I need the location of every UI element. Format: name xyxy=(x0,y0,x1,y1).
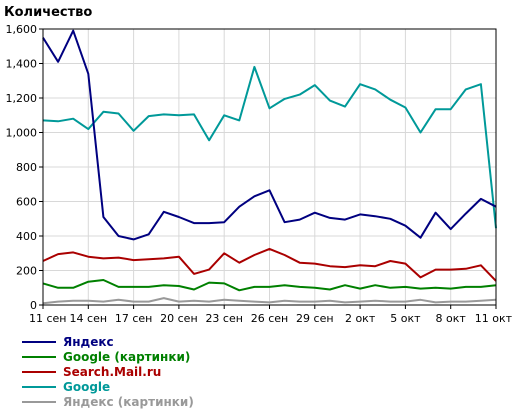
legend-swatch xyxy=(22,385,56,388)
y-axis: 0 200 400 600 800 1,000 1,200 1,400 1,600 xyxy=(6,23,43,312)
legend-swatch xyxy=(22,370,56,373)
legend: Яндекс Google (картинки) Search.Mail.ru Goo… xyxy=(22,334,194,409)
legend-swatch xyxy=(22,340,56,343)
legend-label: Яндекс (картинки) xyxy=(63,394,194,409)
legend-item: Google (картинки) xyxy=(22,349,194,364)
y-axis-title: Количество xyxy=(4,5,92,20)
legend-swatch xyxy=(22,400,56,403)
series-line xyxy=(42,297,497,305)
x-tick-label: 20 сен xyxy=(160,312,198,325)
y-tick-label: 600 xyxy=(16,196,37,209)
x-tick-label: 11 окт xyxy=(475,312,513,325)
legend-item: Google xyxy=(22,379,194,394)
legend-label: Google (картинки) xyxy=(63,349,191,364)
series-line xyxy=(42,279,497,292)
x-tick-label: 11 сен xyxy=(29,312,67,325)
x-tick-label: 14 сен xyxy=(70,312,108,325)
x-axis: 11 сен 14 сен 17 сен 20 сен 23 сен 26 сен 29 с… xyxy=(29,305,513,325)
y-tick-label: 1,000 xyxy=(6,127,38,140)
x-tick-label: 26 сен xyxy=(251,312,289,325)
x-tick-label: 17 сен xyxy=(115,312,153,325)
y-tick-label: 1,400 xyxy=(6,58,38,71)
plot-frame xyxy=(42,28,497,306)
legend-label: Search.Mail.ru xyxy=(63,364,162,379)
y-tick-label: 200 xyxy=(16,265,37,278)
y-tick-label: 0 xyxy=(30,299,37,312)
grid xyxy=(42,28,497,306)
x-tick-label: 23 сен xyxy=(205,312,243,325)
x-tick-label: 8 окт xyxy=(436,312,467,325)
y-tick-label: 1,600 xyxy=(6,23,38,36)
x-tick-label: 29 сен xyxy=(296,312,334,325)
x-tick-label: 5 окт xyxy=(390,312,421,325)
legend-label: Яндекс xyxy=(63,334,114,349)
y-tick-label: 400 xyxy=(16,230,37,243)
series-line xyxy=(42,29,497,241)
series-line xyxy=(42,65,497,229)
y-tick-label: 1,200 xyxy=(6,92,38,105)
legend-item: Яндекс (картинки) xyxy=(22,394,194,409)
legend-item: Яндекс xyxy=(22,334,194,349)
series-lines xyxy=(42,29,497,305)
legend-item: Search.Mail.ru xyxy=(22,364,194,379)
legend-label: Google xyxy=(63,379,111,394)
series-line xyxy=(42,247,497,282)
y-tick-label: 800 xyxy=(16,161,37,174)
x-tick-label: 2 окт xyxy=(345,312,376,325)
legend-swatch xyxy=(22,355,56,358)
